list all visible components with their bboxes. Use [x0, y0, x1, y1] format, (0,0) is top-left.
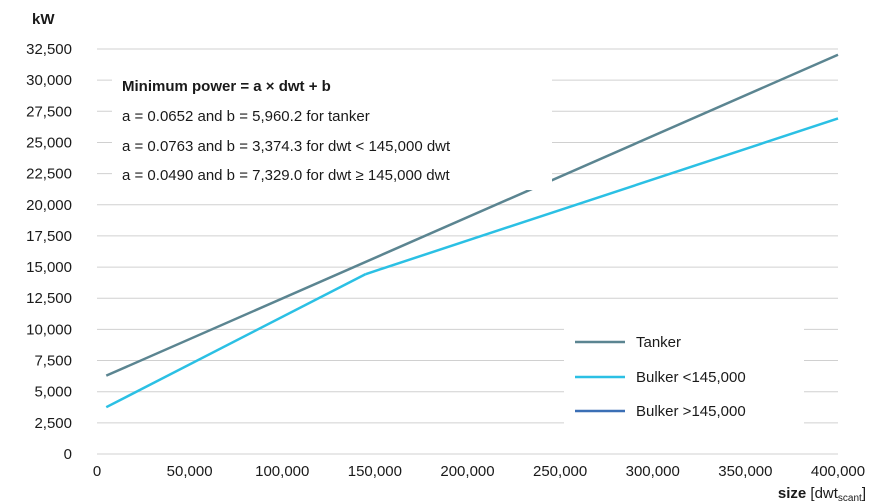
y-tick-label: 25,000	[26, 134, 72, 151]
x-axis-label-unit-close: ]	[862, 485, 866, 502]
series-line	[365, 117, 839, 276]
y-tick-label: 0	[64, 446, 72, 463]
y-tick-label: 27,500	[26, 103, 72, 120]
y-tick-label: 17,500	[26, 228, 72, 245]
y-tick-label: 10,000	[26, 321, 72, 338]
annotation-line-tanker: a = 0.0652 and b = 5,960.2 for tanker	[122, 108, 370, 125]
legend-label-bulker-large: Bulker >145,000	[636, 403, 746, 420]
annotation-line-bulker-small: a = 0.0763 and b = 3,374.3 for dwt < 145…	[122, 138, 451, 155]
x-tick-label: 50,000	[167, 463, 213, 480]
x-tick-label: 350,000	[718, 463, 772, 480]
y-tick-label: 32,500	[26, 41, 72, 58]
x-tick-label: 200,000	[440, 463, 494, 480]
x-tick-label: 0	[93, 463, 101, 480]
x-axis-label-main: size	[778, 485, 806, 502]
y-tick-label: 12,500	[26, 290, 72, 307]
series-line	[105, 53, 839, 377]
legend-label-bulker-small: Bulker <145,000	[636, 369, 746, 386]
x-axis-label: size [dwtscant]	[778, 485, 866, 504]
annotation-line-bulker-large: a = 0.0490 and b = 7,329.0 for dwt ≥ 145…	[122, 167, 450, 184]
legend: Tanker Bulker <145,000 Bulker >145,000	[564, 326, 804, 430]
x-tick-labels: 0 50,000 100,000 150,000 200,000 250,000 300,0…	[93, 463, 865, 480]
y-axis-label: kW	[32, 11, 55, 28]
y-tick-label: 30,000	[26, 72, 72, 89]
legend-label-tanker: Tanker	[636, 334, 681, 351]
x-tick-label: 100,000	[255, 463, 309, 480]
x-tick-label: 300,000	[626, 463, 680, 480]
series-line	[105, 272, 367, 409]
x-axis-label-unit-sub: scant	[838, 493, 862, 504]
x-tick-label: 150,000	[348, 463, 402, 480]
y-tick-label: 22,500	[26, 166, 72, 183]
annotation-background	[112, 66, 552, 190]
y-tick-label: 20,000	[26, 197, 72, 214]
y-tick-label: 7,500	[34, 353, 72, 370]
formula-annotation: Minimum power = a × dwt + b a = 0.0652 a…	[112, 66, 552, 190]
x-tick-label: 400,000	[811, 463, 865, 480]
annotation-title: Minimum power = a × dwt + b	[122, 78, 331, 95]
x-tick-label: 250,000	[533, 463, 587, 480]
y-tick-label: 5,000	[34, 384, 72, 401]
x-axis-label-unit-open: [dwt	[806, 485, 839, 502]
y-tick-labels: 0 2,500 5,000 7,500 10,000 12,500 15,000 17,500…	[26, 41, 72, 463]
series-lines	[105, 53, 839, 409]
y-tick-label: 15,000	[26, 259, 72, 276]
y-tick-label: 2,500	[34, 415, 72, 432]
